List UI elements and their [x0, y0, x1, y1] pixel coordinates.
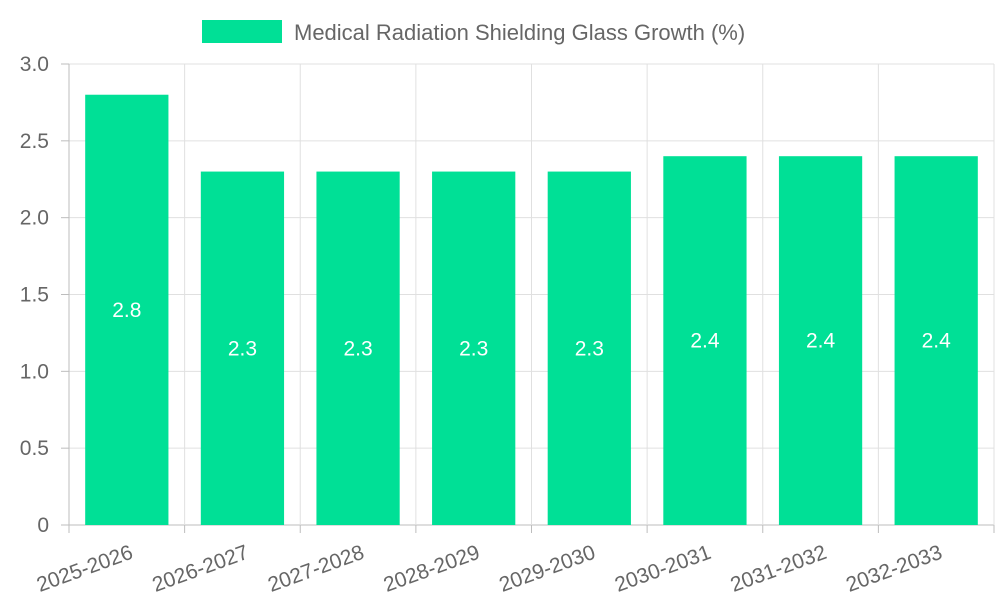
bar[interactable] — [200, 171, 285, 526]
bar[interactable] — [85, 94, 169, 525]
y-tick-label: 2.5 — [20, 130, 49, 153]
y-tick-label: 1.5 — [20, 284, 49, 307]
legend-label[interactable]: Medical Radiation Shielding Glass Growth… — [294, 20, 745, 45]
y-tick-label: 3.0 — [20, 53, 49, 76]
data-labels: 2.8 2.3 2.3 2.3 2.3 2.4 2.4 2.4 — [112, 299, 951, 360]
bar-value-label: 2.3 — [343, 337, 372, 360]
y-tick-label: 2.0 — [20, 207, 49, 230]
x-tick-label: 2032-2033 — [843, 541, 945, 597]
legend-swatch[interactable] — [202, 20, 282, 43]
x-tick-label: 2025-2026 — [34, 541, 136, 597]
bar-value-label: 2.8 — [112, 299, 141, 322]
bar[interactable] — [778, 156, 863, 525]
y-tick-label: 0 — [37, 514, 49, 537]
bar[interactable] — [547, 171, 631, 526]
bar-value-label: 2.3 — [228, 337, 257, 360]
x-tick-label: 2030-2031 — [612, 541, 714, 597]
x-tick-label: 2027-2028 — [265, 541, 367, 597]
bar[interactable] — [432, 171, 516, 526]
bar-value-label: 2.4 — [922, 330, 952, 353]
legend[interactable]: Medical Radiation Shielding Glass Growth… — [202, 20, 745, 45]
bar[interactable] — [316, 171, 400, 526]
bar[interactable] — [663, 156, 747, 525]
bars — [85, 94, 978, 526]
bar-value-label: 2.4 — [806, 330, 836, 353]
y-tick-label: 1.0 — [20, 360, 49, 383]
bar[interactable] — [894, 156, 978, 525]
x-tick-label: 2026-2027 — [149, 541, 251, 597]
x-tick-label: 2031-2032 — [727, 541, 829, 597]
bar-value-label: 2.3 — [575, 337, 604, 360]
y-tick-label: 0.5 — [20, 437, 49, 460]
bar-value-label: 2.4 — [690, 330, 720, 353]
x-tick-label: 2029-2030 — [496, 541, 598, 597]
x-tick-label: 2028-2029 — [381, 541, 483, 597]
bar-value-label: 2.3 — [459, 337, 488, 360]
